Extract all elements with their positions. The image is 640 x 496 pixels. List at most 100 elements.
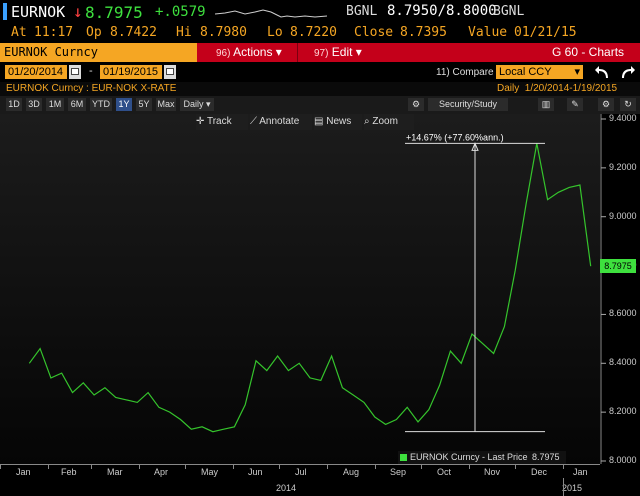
compare-label: 11) Compare [436, 67, 494, 78]
y-axis [600, 114, 640, 464]
ticker-marker [3, 3, 7, 20]
x-tick-label: Jan [16, 467, 31, 477]
actions-menu[interactable]: 96) Actions ▾ [216, 43, 282, 62]
y-tick-label: 9.0000 [609, 210, 637, 221]
x-tick-mark [48, 464, 49, 469]
period-1d-button[interactable]: 1D [6, 98, 22, 111]
compare-select-value: Local CCY [499, 66, 552, 78]
x-tick-label: Jun [248, 467, 263, 477]
x-tick-label: Jan [573, 467, 588, 477]
x-tick-mark [421, 464, 422, 469]
period-1y-button[interactable]: 1Y [116, 98, 132, 111]
security-description: EURNOK Curncy : EUR-NOK X-RATE [6, 83, 177, 94]
undo-icon[interactable] [594, 64, 612, 80]
high-label: Hi [176, 25, 192, 40]
open-value: 8.7422 [110, 25, 157, 40]
value-label: Value [468, 25, 508, 40]
down-arrow-icon: ↓ [73, 2, 83, 21]
value-date: 01/21/15 [514, 25, 577, 40]
price-chart[interactable]: +14.67% (+77.60%ann.) [0, 114, 600, 464]
period-1m-button[interactable]: 1M [46, 98, 64, 111]
reset-icon[interactable]: ↻ [620, 98, 636, 111]
at-label: At [11, 25, 27, 40]
y-tick-label: 9.2000 [609, 161, 637, 172]
chevron-down-icon: ▾ [574, 66, 580, 78]
x-tick-mark [515, 464, 516, 469]
zoom-button[interactable]: ⌕ Zoom [364, 114, 414, 130]
end-calendar-icon[interactable] [164, 65, 176, 79]
annotation-label: +14.67% (+77.60%ann.) [406, 132, 504, 142]
x-tick-label: Apr [154, 467, 169, 477]
annotation-arrow-icon [471, 142, 479, 151]
track-button[interactable]: ✛ Track [196, 114, 248, 130]
low-label: Lo [267, 25, 283, 40]
annotate-button[interactable]: ⟋ Annotate [250, 114, 312, 130]
actions-menu-number: 96) [216, 48, 231, 59]
date-separator: - [89, 65, 93, 77]
x-tick-label: Aug [343, 467, 360, 477]
sparkline-icon [215, 9, 327, 18]
high-value: 8.7980 [200, 25, 247, 40]
x-tick-mark [327, 464, 328, 469]
compare-select[interactable]: Local CCY ▾ [496, 65, 583, 79]
period-6m-button[interactable]: 6M [68, 98, 86, 111]
legend-series-name: EURNOK Curncy - Last Price [410, 452, 528, 462]
x-tick-mark [279, 464, 280, 469]
frequency-select[interactable]: Daily ▾ [180, 98, 214, 111]
zoom-label: Zoom [372, 116, 398, 127]
chart-type-icon[interactable]: ▥ [538, 98, 554, 111]
study-icon[interactable]: ⚙ [408, 98, 424, 111]
last-price-tag: 8.7975 [600, 259, 636, 273]
chart-background [0, 114, 600, 464]
close-value: 8.7395 [400, 25, 447, 40]
x-tick-mark [469, 464, 470, 469]
news-button[interactable]: ▤ News [314, 114, 362, 130]
x-tick-mark [185, 464, 186, 469]
price-source-2: BGNL [493, 4, 525, 19]
price-series-line [28, 143, 592, 433]
net-change: +.0579 [155, 4, 206, 20]
legend-last-value: 8.7975 [532, 452, 560, 462]
edit-menu-number: 97) [314, 48, 329, 59]
x-axis [0, 464, 640, 496]
x-year-label: 2014 [276, 483, 297, 493]
actions-menu-label: Actions ▾ [233, 45, 282, 59]
period-3d-button[interactable]: 3D [26, 98, 42, 111]
magnifier-icon: ⌕ [364, 116, 373, 127]
end-date-input[interactable]: 01/19/2015 [100, 65, 162, 79]
security-study-button[interactable]: Security/Study [428, 98, 508, 111]
legend-swatch [400, 454, 407, 461]
menu-divider [297, 43, 298, 62]
y-tick-label: 9.4000 [609, 113, 637, 123]
settings-icon[interactable]: ⚙ [598, 98, 614, 111]
y-tick-label: 8.2000 [609, 406, 637, 417]
open-label: Op [86, 25, 102, 40]
edit-menu[interactable]: 97) Edit ▾ [314, 43, 362, 62]
last-price: 8.7975 [85, 3, 143, 22]
quote-time: 11:17 [34, 25, 74, 40]
low-value: 8.7220 [290, 25, 337, 40]
y-tick-label: 8.4000 [609, 357, 637, 368]
x-tick-mark [375, 464, 376, 469]
track-label: Track [206, 116, 232, 127]
edit-icon[interactable]: ✎ [567, 98, 583, 111]
security-field[interactable]: EURNOK Curncy [0, 43, 197, 62]
start-calendar-icon[interactable] [69, 65, 81, 79]
x-tick-label: Nov [484, 467, 501, 477]
x-tick-label: Oct [437, 467, 452, 477]
ticker[interactable]: EURNOK [11, 3, 66, 21]
date-range: Daily 1/20/2014-1/19/2015 [497, 83, 618, 94]
bid-ask: 8.7950/8.8000 [387, 3, 497, 19]
x-tick-mark [139, 464, 140, 469]
period-max-button[interactable]: Max [156, 98, 176, 111]
news-label: News [326, 116, 352, 127]
edit-menu-label: Edit ▾ [331, 45, 362, 59]
start-date-input[interactable]: 01/20/2014 [5, 65, 67, 79]
x-tick-mark [0, 464, 1, 469]
x-tick-label: Sep [390, 467, 407, 477]
period-5y-button[interactable]: 5Y [136, 98, 152, 111]
period-ytd-button[interactable]: YTD [90, 98, 112, 111]
quote-header: EURNOK ↓ 8.7975 +.0579 BGNL 8.7950/8.800… [0, 0, 640, 23]
redo-icon[interactable] [618, 64, 636, 80]
function-title: G 60 - Charts [552, 45, 625, 59]
